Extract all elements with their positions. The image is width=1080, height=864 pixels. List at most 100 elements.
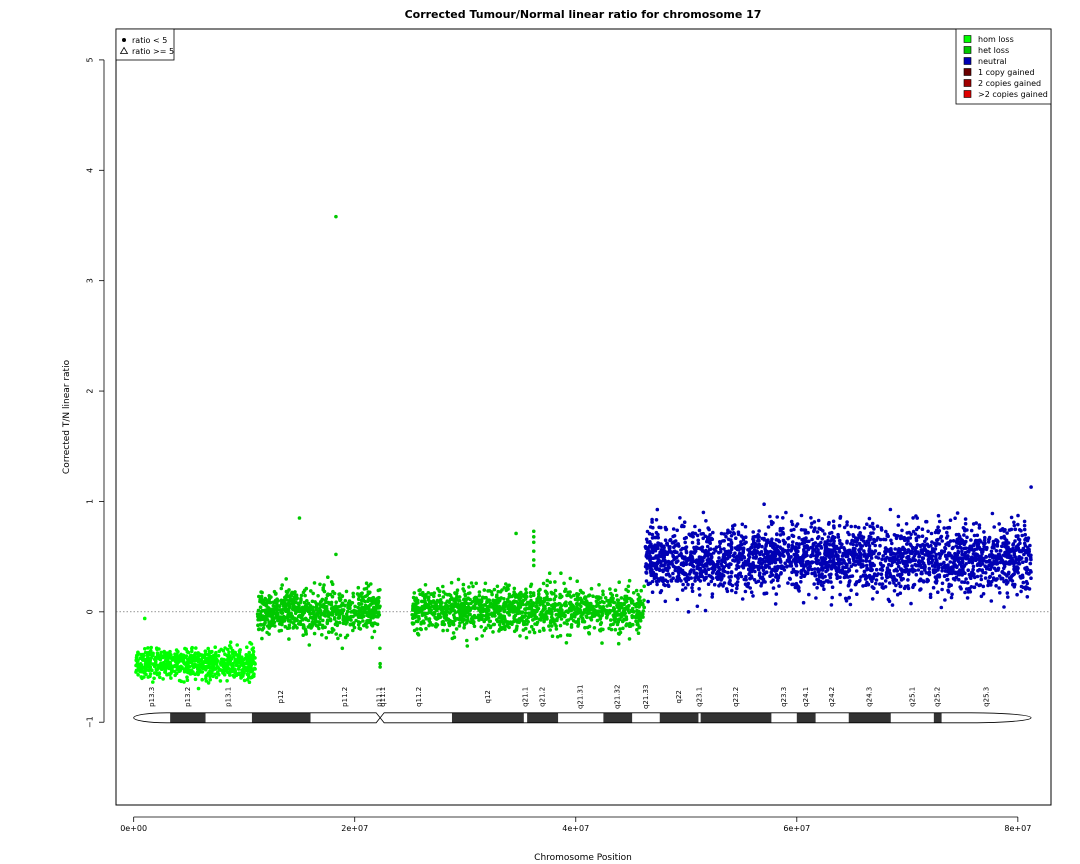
data-point xyxy=(921,561,926,566)
data-point xyxy=(751,594,755,598)
data-point xyxy=(735,586,739,591)
data-point xyxy=(963,517,968,521)
ideogram-band-label: q11.2 xyxy=(415,687,423,707)
data-point xyxy=(176,649,180,654)
data-point xyxy=(208,677,212,682)
data-point xyxy=(337,596,342,600)
data-point xyxy=(945,557,949,561)
data-point xyxy=(824,561,828,566)
data-point xyxy=(925,577,930,582)
data-point xyxy=(491,630,495,634)
data-point xyxy=(334,632,339,636)
data-point xyxy=(428,610,432,615)
data-point xyxy=(739,557,744,562)
data-point xyxy=(204,660,209,665)
data-point xyxy=(378,646,382,651)
data-point xyxy=(626,584,631,589)
data-point xyxy=(196,686,201,691)
data-point xyxy=(480,613,484,617)
data-point xyxy=(224,669,228,673)
data-point xyxy=(632,609,636,614)
data-point xyxy=(242,678,247,683)
data-point xyxy=(299,593,304,598)
data-point xyxy=(362,623,366,628)
data-point xyxy=(1009,515,1014,520)
data-point xyxy=(228,640,233,644)
data-point xyxy=(936,525,940,529)
data-point xyxy=(427,606,432,611)
data-point xyxy=(920,534,925,538)
data-point xyxy=(1002,562,1007,566)
data-point xyxy=(719,531,724,536)
data-point xyxy=(987,558,992,563)
data-point xyxy=(377,605,382,610)
data-point xyxy=(441,595,446,599)
data-point xyxy=(266,606,270,610)
data-point xyxy=(271,600,276,604)
data-point xyxy=(789,519,794,524)
data-point xyxy=(240,660,244,665)
data-point xyxy=(363,608,367,613)
data-point xyxy=(226,654,231,659)
data-point xyxy=(482,588,487,592)
data-point xyxy=(467,585,471,589)
data-point xyxy=(162,649,166,654)
data-point xyxy=(613,610,618,614)
data-point xyxy=(469,581,474,585)
data-point xyxy=(595,601,600,606)
data-point xyxy=(498,613,503,617)
data-point xyxy=(634,619,638,623)
data-point xyxy=(161,677,165,681)
data-point xyxy=(282,614,286,619)
data-point xyxy=(554,624,558,628)
data-point xyxy=(914,572,919,577)
data-point xyxy=(791,540,795,544)
data-point xyxy=(194,655,199,660)
data-point xyxy=(920,565,925,570)
data-point xyxy=(1012,523,1017,528)
data-point xyxy=(210,670,214,675)
data-point xyxy=(953,578,957,582)
data-point xyxy=(324,604,329,609)
data-point xyxy=(885,575,889,579)
data-point xyxy=(836,535,841,539)
ideogram-band xyxy=(527,712,559,723)
data-point xyxy=(827,553,831,557)
data-point xyxy=(621,626,625,631)
data-point xyxy=(929,531,934,536)
data-point xyxy=(605,598,609,603)
data-point xyxy=(374,614,379,619)
data-point xyxy=(865,522,869,526)
data-point xyxy=(231,654,236,659)
ideogram-band-label: q21.1 xyxy=(521,687,529,707)
data-point xyxy=(410,613,415,617)
data-point xyxy=(329,600,334,605)
data-point xyxy=(837,523,842,528)
data-point xyxy=(696,564,700,568)
data-point xyxy=(649,573,653,578)
data-point xyxy=(867,516,872,521)
data-point xyxy=(472,604,477,608)
data-point xyxy=(1005,591,1010,595)
data-point xyxy=(437,614,442,618)
data-point xyxy=(309,606,314,610)
data-point xyxy=(838,592,842,597)
data-point xyxy=(635,628,639,632)
data-point xyxy=(948,518,953,522)
data-point xyxy=(722,547,726,551)
data-point xyxy=(650,590,655,594)
data-point xyxy=(250,660,255,664)
data-point xyxy=(589,607,594,611)
data-point xyxy=(687,556,691,560)
data-point xyxy=(964,577,968,581)
data-point xyxy=(877,551,882,556)
data-point xyxy=(345,620,349,624)
data-point xyxy=(462,613,467,617)
data-point xyxy=(532,630,537,635)
data-point xyxy=(452,635,457,639)
data-point xyxy=(419,622,423,626)
data-point xyxy=(316,594,320,598)
data-point xyxy=(148,667,152,671)
data-point xyxy=(874,581,878,586)
data-point xyxy=(267,632,271,636)
